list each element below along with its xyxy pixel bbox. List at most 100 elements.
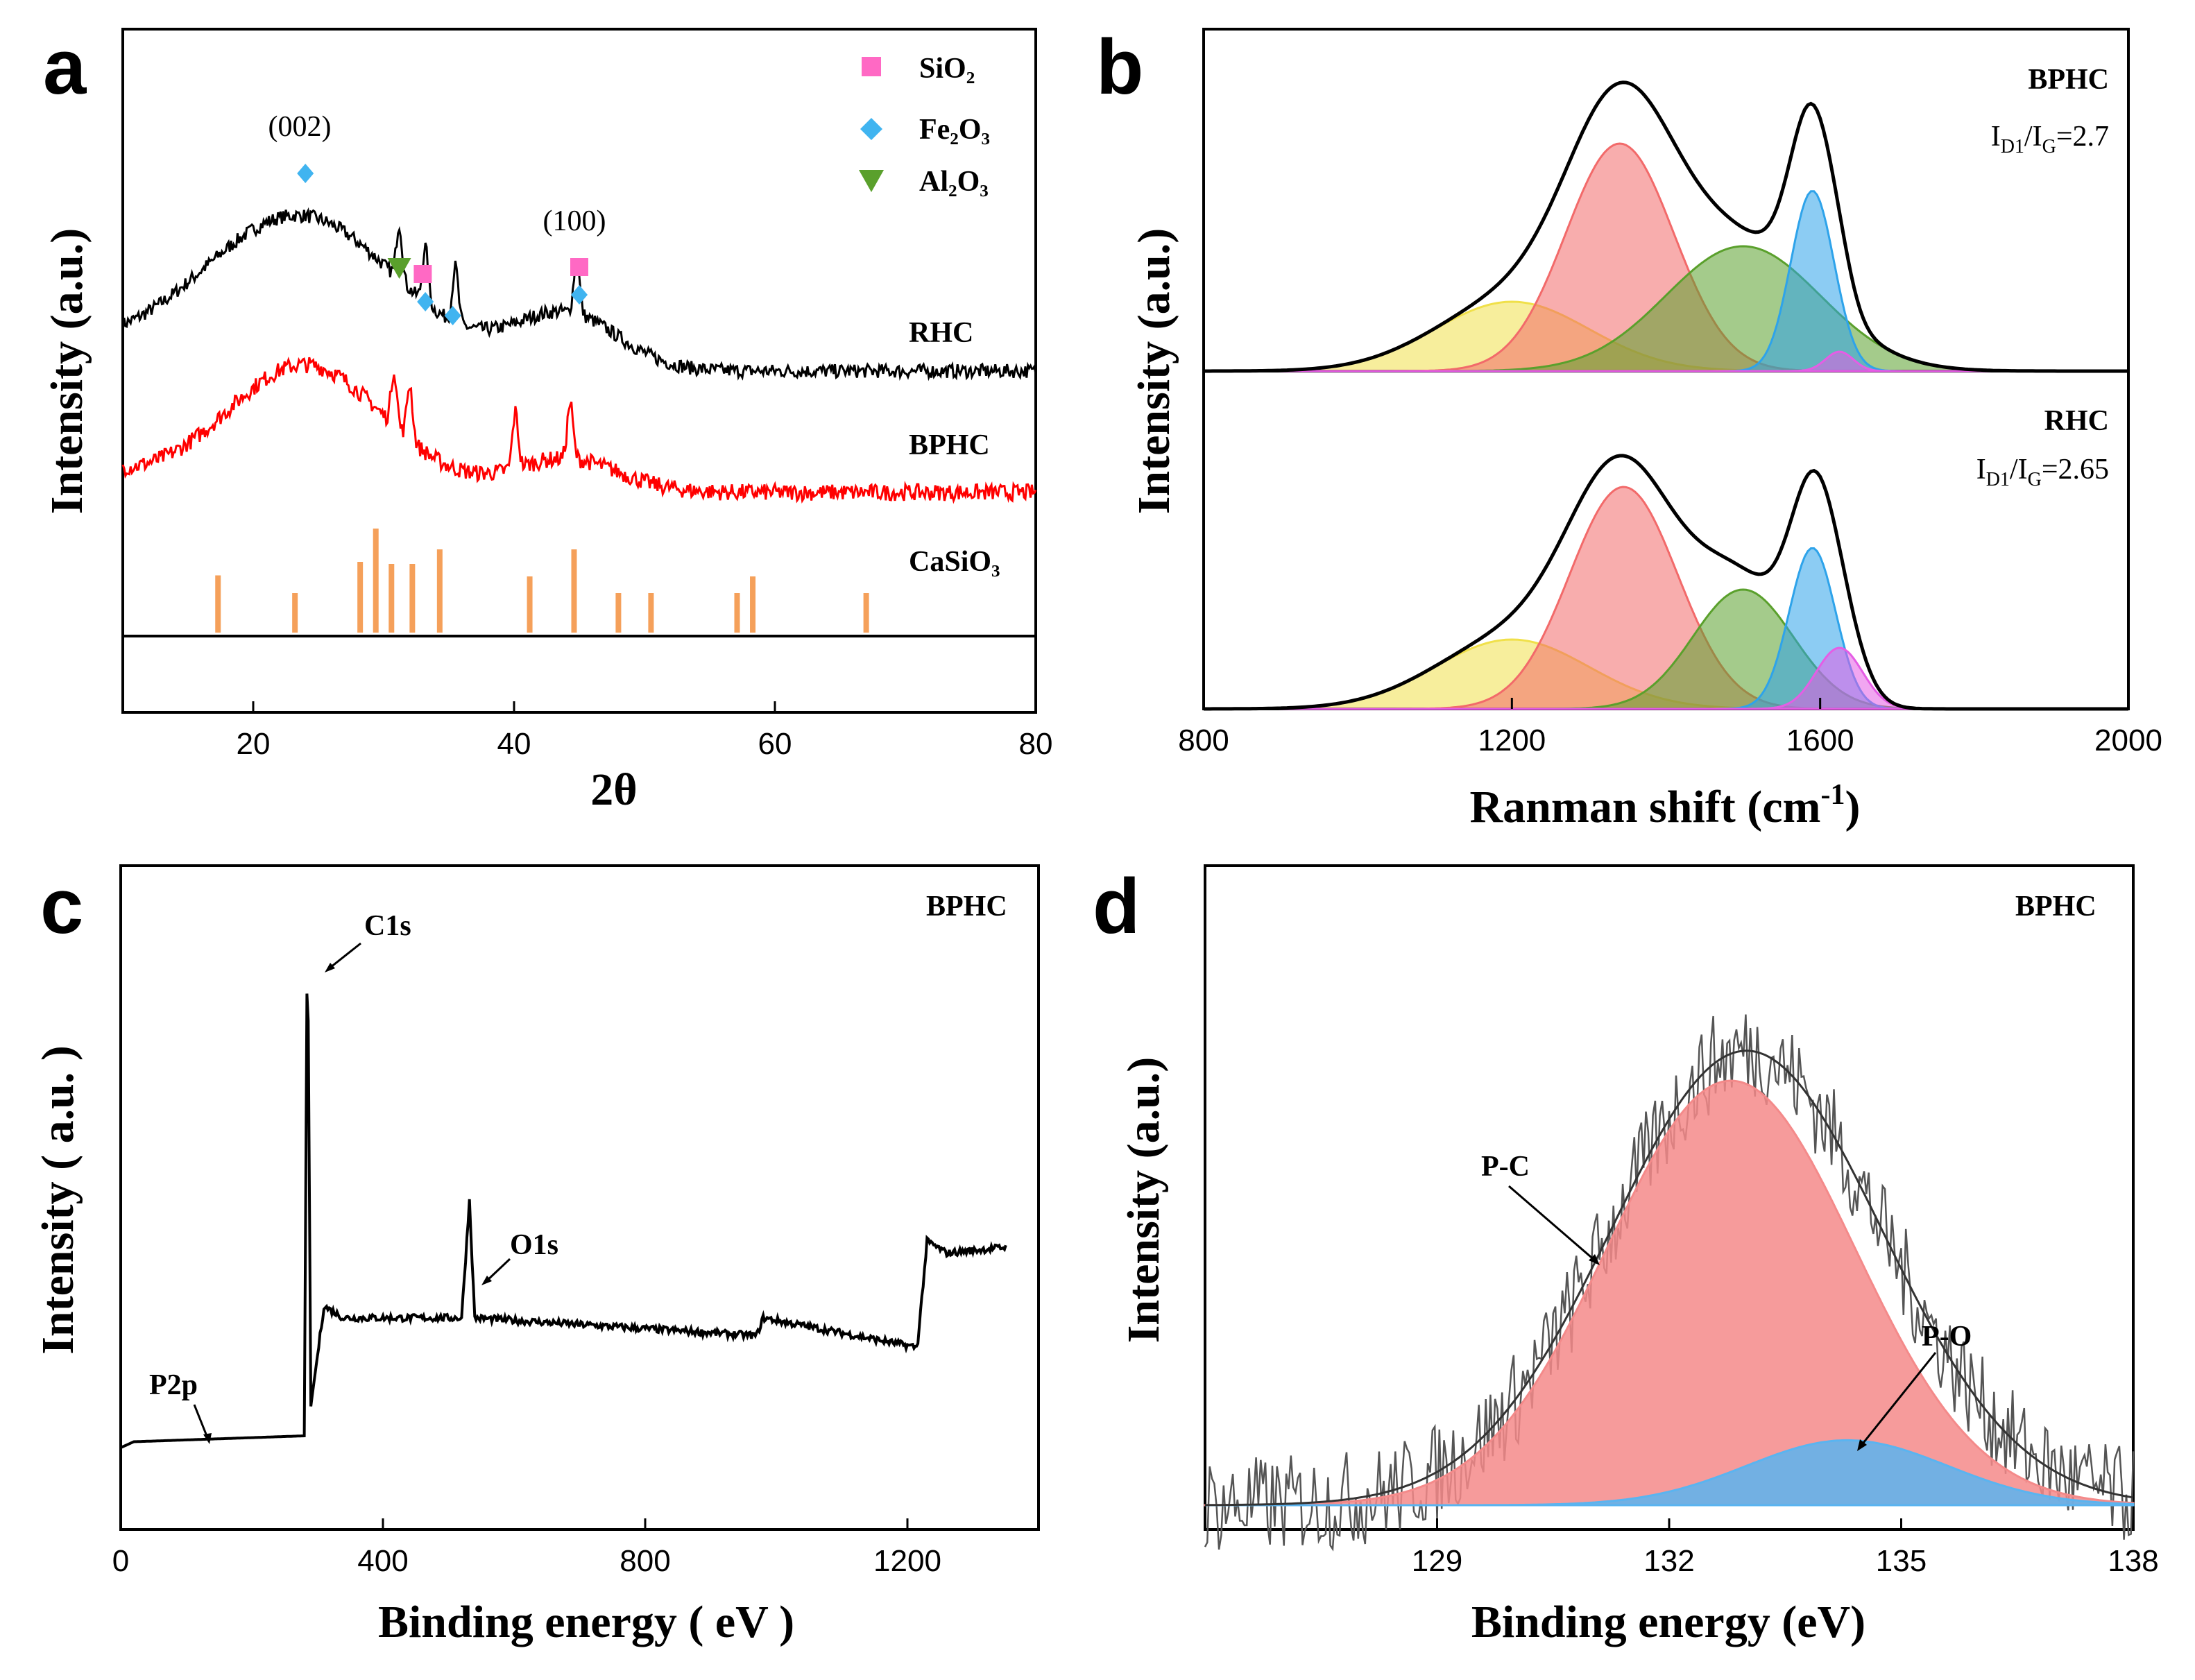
xps-p2p-fit — [1204, 1014, 2135, 1552]
reference-bar-44.6 — [571, 549, 577, 633]
reference-bar-23.2 — [292, 593, 298, 633]
panel-label-d: d — [1093, 863, 1140, 950]
reference-bar-50.5 — [648, 593, 654, 633]
legend-label-sio2: SiO₂ — [919, 53, 975, 85]
x-axis-title-b-sup: -1 — [1821, 779, 1845, 811]
curve-bphc — [121, 357, 1037, 504]
bphc-envelope — [1204, 80, 2128, 373]
reference-bar-41.2 — [527, 576, 533, 633]
arrow-o1s — [484, 1258, 511, 1283]
series-bphc — [121, 357, 1037, 504]
marker-sio2-45 — [570, 258, 588, 276]
panel-label-b: b — [1096, 24, 1143, 110]
marker-fe2o3-45 — [571, 285, 588, 305]
y-axis-title-a: Intensity (a.u.) — [42, 228, 92, 515]
panel-label-a: a — [43, 24, 87, 110]
x-axis-title-d: Binding energy (eV) — [1471, 1597, 1865, 1647]
legend-marker-al2o3 — [859, 170, 884, 192]
c-tick-label-800: 800 — [620, 1544, 670, 1578]
raman-rhc — [1204, 454, 2128, 711]
legend-a: SiO₂ Fe₂O₃ Al₂O₃ — [859, 53, 990, 198]
marker-al2o3-31.2 — [387, 258, 411, 279]
x-axis-title-b: Ranman shift (cm-1) — [1470, 779, 1861, 832]
label-rhc: RHC — [909, 317, 973, 349]
arrow-po — [1859, 1352, 1937, 1447]
peak-label-p2p: P2p — [149, 1369, 198, 1401]
panel-d: d 129 132 135 138 Binding energy (eV) Inten… — [1093, 863, 2159, 1647]
legend-marker-sio2 — [862, 57, 881, 76]
fit-envelope — [1205, 1049, 2134, 1507]
reference-bars — [215, 529, 869, 633]
x-axis-title-b-end: ) — [1845, 782, 1861, 832]
arrow-c1s — [327, 942, 361, 971]
b-tick-label-1600: 1600 — [1786, 723, 1854, 757]
b-tick-label-1200: 1200 — [1478, 723, 1546, 757]
component-label-po: P-O — [1922, 1321, 1972, 1353]
reference-bar-17.3 — [215, 575, 221, 633]
d-tick-label-138: 138 — [2108, 1544, 2158, 1578]
x-ticks-c: 0 400 800 1200 — [112, 1518, 941, 1578]
peak-label-002: (002) — [268, 111, 332, 143]
arrowhead-po — [1857, 1439, 1867, 1451]
y-axis-title-c: Intensity ( a.u. ) — [33, 1045, 83, 1355]
panel-c: c 0 400 800 1200 Binding energy ( eV ) Inte… — [33, 863, 1040, 1647]
d-tick-label-129: 129 — [1412, 1544, 1462, 1578]
plot-title-c: BPHC — [926, 891, 1007, 923]
reference-bar-58.3 — [750, 576, 756, 633]
c-tick-label-400: 400 — [357, 1544, 408, 1578]
y-axis-title-b: Intensity (a.u.) — [1129, 228, 1179, 515]
legend-marker-fe2o3 — [860, 118, 882, 140]
reference-bar-67 — [863, 593, 869, 633]
b-tick-label-2000: 2000 — [2094, 723, 2162, 757]
reference-bar-57.1 — [734, 593, 740, 633]
d-tick-label-132: 132 — [1643, 1544, 1694, 1578]
reference-bar-32.2 — [409, 564, 416, 633]
label-casio3: CaSiO₃ — [909, 546, 1000, 578]
arrowhead-pc — [1589, 1254, 1600, 1265]
x-axis-title-a: 2θ — [590, 764, 637, 815]
b-tick-label-800: 800 — [1178, 723, 1229, 757]
raman-bphc — [1204, 80, 2128, 373]
arrowhead-o1s — [481, 1276, 492, 1285]
peak-label-100: (100) — [543, 205, 606, 237]
component-p-c — [1204, 1079, 2135, 1507]
panel-b: b 800 1200 1600 2000 Ranman shift (cm-1) In… — [1096, 24, 2162, 832]
a-tick-label-20: 20 — [237, 727, 271, 761]
y-axis-title-d: Intensity (a.u.) — [1118, 1057, 1169, 1344]
legend-label-fe2o3: Fe₂O₃ — [919, 114, 990, 146]
peak-label-o1s: O1s — [510, 1229, 558, 1261]
c-tick-label-1200: 1200 — [873, 1544, 941, 1578]
marker-fe2o3-35.3 — [444, 306, 461, 325]
panel-label-c: c — [40, 863, 83, 950]
arrow-p2p — [193, 1404, 210, 1440]
plot-frame-c — [119, 864, 1040, 1531]
curve-rhc — [121, 207, 1037, 382]
reference-bar-28.2 — [357, 562, 364, 633]
a-tick-label-60: 60 — [758, 727, 792, 761]
component-p-o — [1205, 1439, 2135, 1507]
x-ticks-d: 129 132 135 138 — [1412, 1518, 2159, 1578]
c-tick-label-0: 0 — [112, 1544, 129, 1578]
reference-bar-30.6 — [388, 564, 395, 633]
arrowhead-p2p — [203, 1433, 212, 1444]
marker-sio2-33 — [413, 265, 432, 283]
arrowhead-c1s — [325, 963, 335, 972]
x-axis-title-c: Binding energy ( eV ) — [378, 1597, 794, 1647]
reference-bar-29.4 — [373, 529, 379, 633]
label-bphc: BPHC — [909, 429, 990, 461]
reference-bar-48 — [615, 593, 622, 633]
rhc-envelope — [1204, 454, 2128, 711]
xps-survey-curve — [120, 993, 1007, 1449]
ratio-label-rhc: ID1/IG=2.65 — [1976, 454, 2109, 490]
x-axis-title-b-main: Ranman shift (cm — [1470, 782, 1821, 832]
x-ticks-a: 20 40 60 80 — [237, 701, 1052, 761]
raw-spectrum — [1204, 1014, 2135, 1552]
reference-bar-34.3 — [436, 549, 443, 633]
sample-label-rhc: RHC — [2044, 405, 2109, 437]
legend-label-al2o3: Al₂O₃ — [919, 166, 989, 198]
ratio-value-bphc: =2.7 — [2056, 121, 2109, 153]
marker-fe2o3-33.2 — [417, 292, 434, 311]
component-label-pc: P-C — [1481, 1151, 1530, 1183]
sample-label-bphc: BPHC — [2028, 64, 2109, 96]
